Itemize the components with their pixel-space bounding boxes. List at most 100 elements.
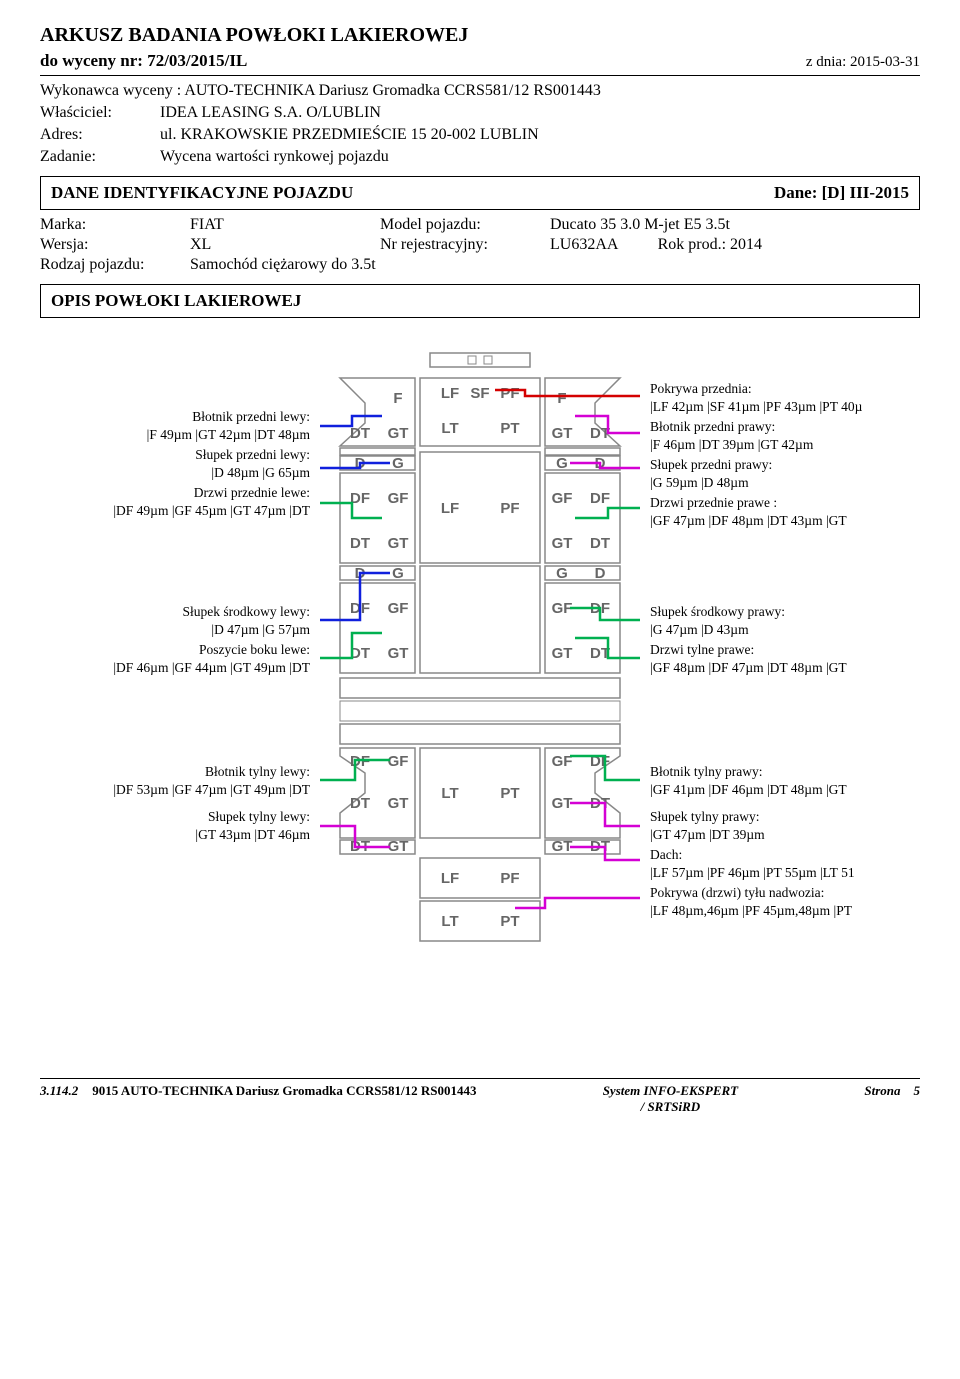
svg-text:DT: DT [350,425,370,442]
callout-value: |GF 41µm |DF 46µm |DT 48µm |GT [650,781,910,799]
header-subrow: do wyceny nr: 72/03/2015/IL z dnia: 2015… [40,51,920,71]
svg-text:LF: LF [441,385,459,402]
wer-val: XL [190,236,380,254]
svg-text:D: D [595,565,606,582]
svg-text:GF: GF [552,753,573,770]
svg-text:LT: LT [441,420,458,437]
svg-text:PT: PT [500,785,519,802]
svg-text:DF: DF [350,753,370,770]
svg-text:LF: LF [441,870,459,887]
rodz-lbl: Rodzaj pojazdu: [40,256,190,274]
callout-title: Pokrywa przednia: [650,380,910,398]
svg-text:DT: DT [350,535,370,552]
svg-text:GT: GT [388,795,409,812]
footer-page-label: Strona [864,1083,900,1098]
svg-text:G: G [556,455,568,472]
callout-title: Słupek tylny lewy: [50,808,310,826]
footer-system: System INFO-EKSPERT / SRTSiRD [603,1083,738,1115]
car-svg: F F LF SF PF LT PT DT GT GT DT D G G D D… [320,348,640,1038]
marka-val: FIAT [190,216,380,234]
svg-text:DF: DF [590,490,610,507]
callout-left-blotnik-tylny: Błotnik tylny lewy: |DF 53µm |GF 47µm |G… [50,763,310,799]
callout-right-pokrywa-tyl: Pokrywa (drzwi) tyłu nadwozia: |LF 48µm,… [650,884,910,920]
callout-title: Błotnik przedni lewy: [50,408,310,426]
callout-left-slupek-tylny: Słupek tylny lewy: |GT 43µm |DT 46µm [50,808,310,844]
svg-text:LT: LT [441,785,458,802]
header-rule [40,75,920,76]
svg-text:GT: GT [552,838,573,855]
wycena-nr: do wyceny nr: 72/03/2015/IL [40,51,247,71]
callout-value: |GF 48µm |DF 47µm |DT 48µm |GT [650,659,910,677]
callout-right-blotnik-tylny: Błotnik tylny prawy: |GF 41µm |DF 46µm |… [650,763,910,799]
rej-val-text: LU632AA [550,236,618,253]
callout-title: Drzwi przednie lewe: [50,484,310,502]
footer-org: 9015 AUTO-TECHNIKA Dariusz Gromadka CCRS… [92,1083,476,1099]
task-label: Zadanie: [40,148,160,166]
callout-left-poszycie: Poszycie boku lewe: |DF 46µm |GF 44µm |G… [50,641,310,677]
callout-value: |DF 46µm |GF 44µm |GT 49µm |DT [50,659,310,677]
callout-value: |F 49µm |GT 42µm |DT 48µm [50,426,310,444]
svg-text:GF: GF [388,600,409,617]
callout-value: |LF 42µm |SF 41µm |PF 43µm |PT 40µ [650,398,910,416]
rej-val: LU632AA Rok prod.: 2014 [550,236,920,254]
callout-value: |GT 47µm |DT 39µm [650,826,910,844]
svg-text:G: G [556,565,568,582]
svg-text:GT: GT [552,425,573,442]
svg-text:GT: GT [388,838,409,855]
callout-value: |LF 48µm,46µm |PF 45µm,48µm |PT [650,902,910,920]
footer-sys2: / SRTSiRD [603,1099,738,1115]
callout-title: Błotnik tylny prawy: [650,763,910,781]
svg-text:SF: SF [470,385,489,402]
rok-lbl: Rok prod.: [658,236,726,253]
svg-text:GT: GT [552,535,573,552]
callout-title: Słupek przedni lewy: [50,446,310,464]
paint-diagram: Błotnik przedni lewy: |F 49µm |GT 42µm |… [40,348,920,1038]
callout-value: |DF 49µm |GF 45µm |GT 47µm |DT [50,502,310,520]
model-lbl: Model pojazdu: [380,216,550,234]
callout-value: |LF 57µm |PF 46µm |PT 55µm |LT 51 [650,864,910,882]
task-value: Wycena wartości rynkowej pojazdu [160,148,389,166]
rodz-val: Samochód ciężarowy do 3.5t [190,256,920,274]
date-label: z dnia: [806,54,846,70]
ident-box-title: DANE IDENTYFIKACYJNE POJAZDU [51,183,353,203]
wycena-date: z dnia: 2015-03-31 [806,54,920,71]
svg-text:PT: PT [500,420,519,437]
svg-text:GF: GF [552,600,573,617]
callout-title: Błotnik przedni prawy: [650,418,910,436]
marka-lbl: Marka: [40,216,190,234]
callout-right-blotnik-przedni: Błotnik przedni prawy: |F 46µm |DT 39µm … [650,418,910,454]
footer-sys1: System INFO-EKSPERT [603,1083,738,1099]
callout-right-drzwi-przednie: Drzwi przednie prawe : |GF 47µm |DF 48µm… [650,494,910,530]
svg-text:GF: GF [388,753,409,770]
callout-value: |D 47µm |G 57µm [50,621,310,639]
svg-text:DT: DT [350,795,370,812]
ident-row-2: Wersja: XL Nr rejestracyjny: LU632AA Rok… [40,236,920,254]
svg-text:PT: PT [500,913,519,930]
callout-right-drzwi-tylne: Drzwi tylne prawe: |GF 48µm |DF 47µm |DT… [650,641,910,677]
svg-text:GF: GF [552,490,573,507]
svg-text:PF: PF [500,870,519,887]
svg-text:GT: GT [388,645,409,662]
ident-box-right: Dane: [D] III-2015 [774,183,909,203]
rok-val: 2014 [730,236,762,253]
model-val: Ducato 35 3.0 M-jet E5 3.5t [550,216,920,234]
callout-value: |GF 47µm |DF 48µm |DT 43µm |GT [650,512,910,530]
callout-value: |D 48µm |G 65µm [50,464,310,482]
callout-title: Słupek środkowy lewy: [50,603,310,621]
svg-text:GT: GT [552,645,573,662]
ident-row-3: Rodzaj pojazdu: Samochód ciężarowy do 3.… [40,256,920,274]
svg-text:G: G [392,455,404,472]
addr-label: Adres: [40,126,160,144]
callout-title: Dach: [650,846,910,864]
callout-title: Błotnik tylny lewy: [50,763,310,781]
rej-lbl: Nr rejestracyjny: [380,236,550,254]
callout-right-slupek-srodkowy: Słupek środkowy prawy: |G 47µm |D 43µm [650,603,910,639]
callout-title: Poszycie boku lewe: [50,641,310,659]
callout-right-dach: Dach: |LF 57µm |PF 46µm |PT 55µm |LT 51 [650,846,910,882]
callout-value: |DF 53µm |GF 47µm |GT 49µm |DT [50,781,310,799]
address-line: Adres: ul. KRAKOWSKIE PRZEDMIEŚCIE 15 20… [40,126,920,144]
opis-box: OPIS POWŁOKI LAKIEROWEJ [40,284,920,318]
date-value: 2015-03-31 [850,54,920,70]
callout-right-slupek-tylny: Słupek tylny prawy: |GT 47µm |DT 39µm [650,808,910,844]
svg-text:G: G [392,565,404,582]
